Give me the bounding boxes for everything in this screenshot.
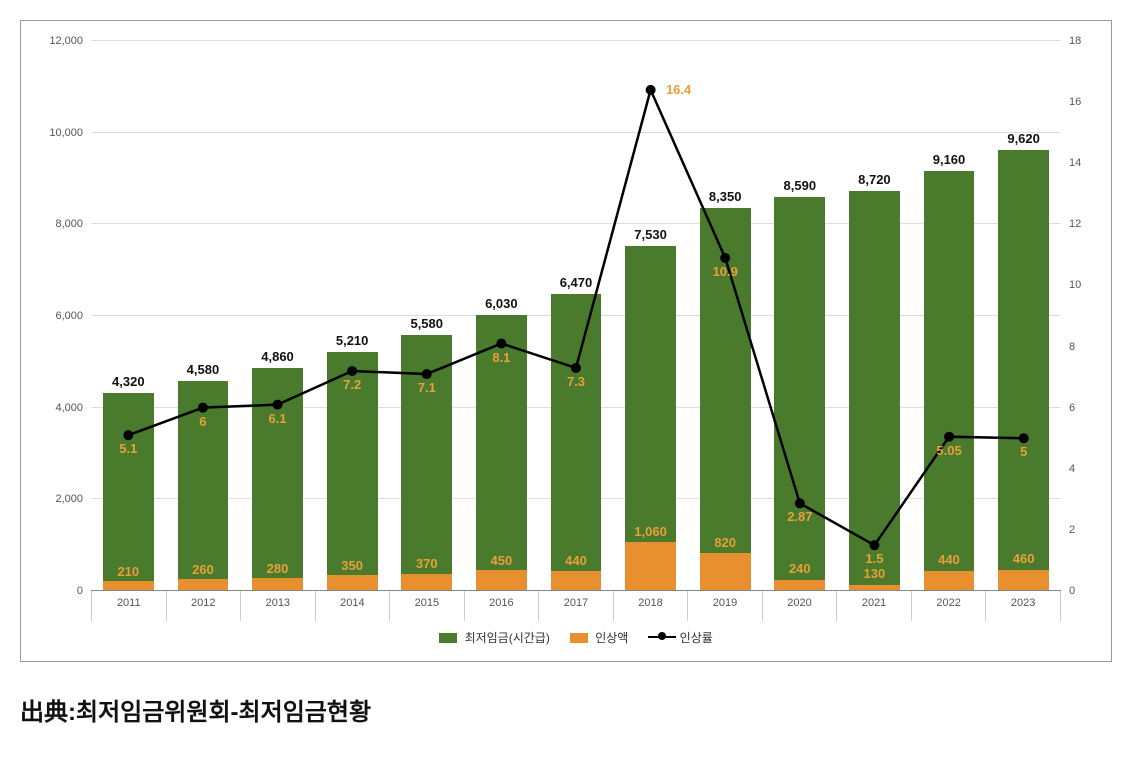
y-left-tick: 0 (77, 585, 83, 597)
x-tick: 2021 (836, 591, 911, 621)
legend-label-increase: 인상액 (595, 631, 628, 645)
source-caption: 出典:최저임금위원회-최저임금현황 (20, 692, 1112, 727)
y-left-tick: 6,000 (55, 310, 83, 322)
rate-marker (198, 403, 208, 413)
y-left-tick: 4,000 (55, 402, 83, 414)
x-tick: 2013 (240, 591, 315, 621)
rate-value-label: 16.4 (666, 82, 691, 97)
x-tick: 2019 (687, 591, 762, 621)
rate-value-label: 5.05 (936, 443, 961, 458)
y-right-tick: 18 (1069, 35, 1081, 47)
y-right-tick: 2 (1069, 524, 1075, 536)
rate-value-label: 1.5 (865, 551, 883, 566)
legend-swatch-wage (439, 633, 457, 643)
rate-value-label: 8.1 (492, 350, 510, 365)
y-right-tick: 14 (1069, 157, 1081, 169)
rate-marker (944, 432, 954, 442)
rate-value-label: 10.9 (713, 264, 738, 279)
x-tick: 2018 (613, 591, 688, 621)
x-tick: 2011 (91, 591, 166, 621)
plot-area: 4,3202104,5802604,8602805,2103505,580370… (91, 41, 1061, 591)
rate-value-label: 2.87 (787, 509, 812, 524)
rate-marker (123, 430, 133, 440)
rate-value-label: 5 (1020, 444, 1027, 459)
x-tick: 2022 (911, 591, 986, 621)
legend-label-rate: 인상률 (680, 631, 713, 645)
rate-line (91, 41, 1061, 591)
y-right-tick: 10 (1069, 279, 1081, 291)
rate-marker (869, 540, 879, 550)
y-left-tick: 8,000 (55, 218, 83, 230)
legend-swatch-increase (570, 633, 588, 643)
y-axis-right: 024681012141618 (1061, 41, 1101, 591)
y-left-tick: 10,000 (49, 127, 83, 139)
x-axis: 2011201220132014201520162017201820192020… (91, 591, 1061, 621)
legend-label-wage: 최저임금(시간급) (465, 631, 550, 645)
rate-value-label: 6.1 (268, 411, 286, 426)
chart-container: 0 2,000 4,000 6,000 8,000 10,000 12,000 0 2 4 6 8 1… (20, 20, 1112, 662)
rate-marker (795, 498, 805, 508)
rate-marker (1019, 433, 1029, 443)
rate-polyline (128, 90, 1023, 545)
x-tick: 2016 (464, 591, 539, 621)
rate-marker (720, 253, 730, 263)
y-right-tick: 6 (1069, 402, 1075, 414)
legend-wage: 최저임금(시간급) (439, 629, 550, 646)
y-right-tick: 12 (1069, 218, 1081, 230)
y-right-tick: 4 (1069, 463, 1075, 475)
y-left-tick: 2,000 (55, 493, 83, 505)
rate-marker (571, 363, 581, 373)
x-tick: 2017 (538, 591, 613, 621)
x-tick: 2023 (985, 591, 1061, 621)
legend-swatch-rate (648, 630, 676, 642)
rate-value-label: 7.3 (567, 374, 585, 389)
y-left-tick: 12,000 (49, 35, 83, 47)
x-tick: 2012 (166, 591, 241, 621)
rate-marker (646, 85, 656, 95)
y-right-tick: 8 (1069, 341, 1075, 353)
rate-value-label: 6 (199, 414, 206, 429)
y-right-tick: 0 (1069, 585, 1075, 597)
chart-area: 0 2,000 4,000 6,000 8,000 10,000 12,000 0 2 4 6 8 1… (31, 31, 1101, 651)
x-tick: 2020 (762, 591, 837, 621)
rate-value-label: 7.2 (343, 377, 361, 392)
y-axis-left: 02,0004,0006,0008,00010,00012,000 (31, 41, 91, 591)
rate-value-label: 7.1 (418, 380, 436, 395)
legend-rate: 인상률 (648, 629, 712, 646)
x-tick: 2014 (315, 591, 390, 621)
x-tick: 2015 (389, 591, 464, 621)
rate-marker (496, 339, 506, 349)
legend: 최저임금(시간급) 인상액 인상률 (91, 625, 1061, 649)
rate-marker (347, 366, 357, 376)
rate-marker (422, 369, 432, 379)
rate-value-label: 5.1 (119, 441, 137, 456)
y-right-tick: 16 (1069, 96, 1081, 108)
legend-increase: 인상액 (570, 629, 628, 646)
rate-marker (273, 400, 283, 410)
